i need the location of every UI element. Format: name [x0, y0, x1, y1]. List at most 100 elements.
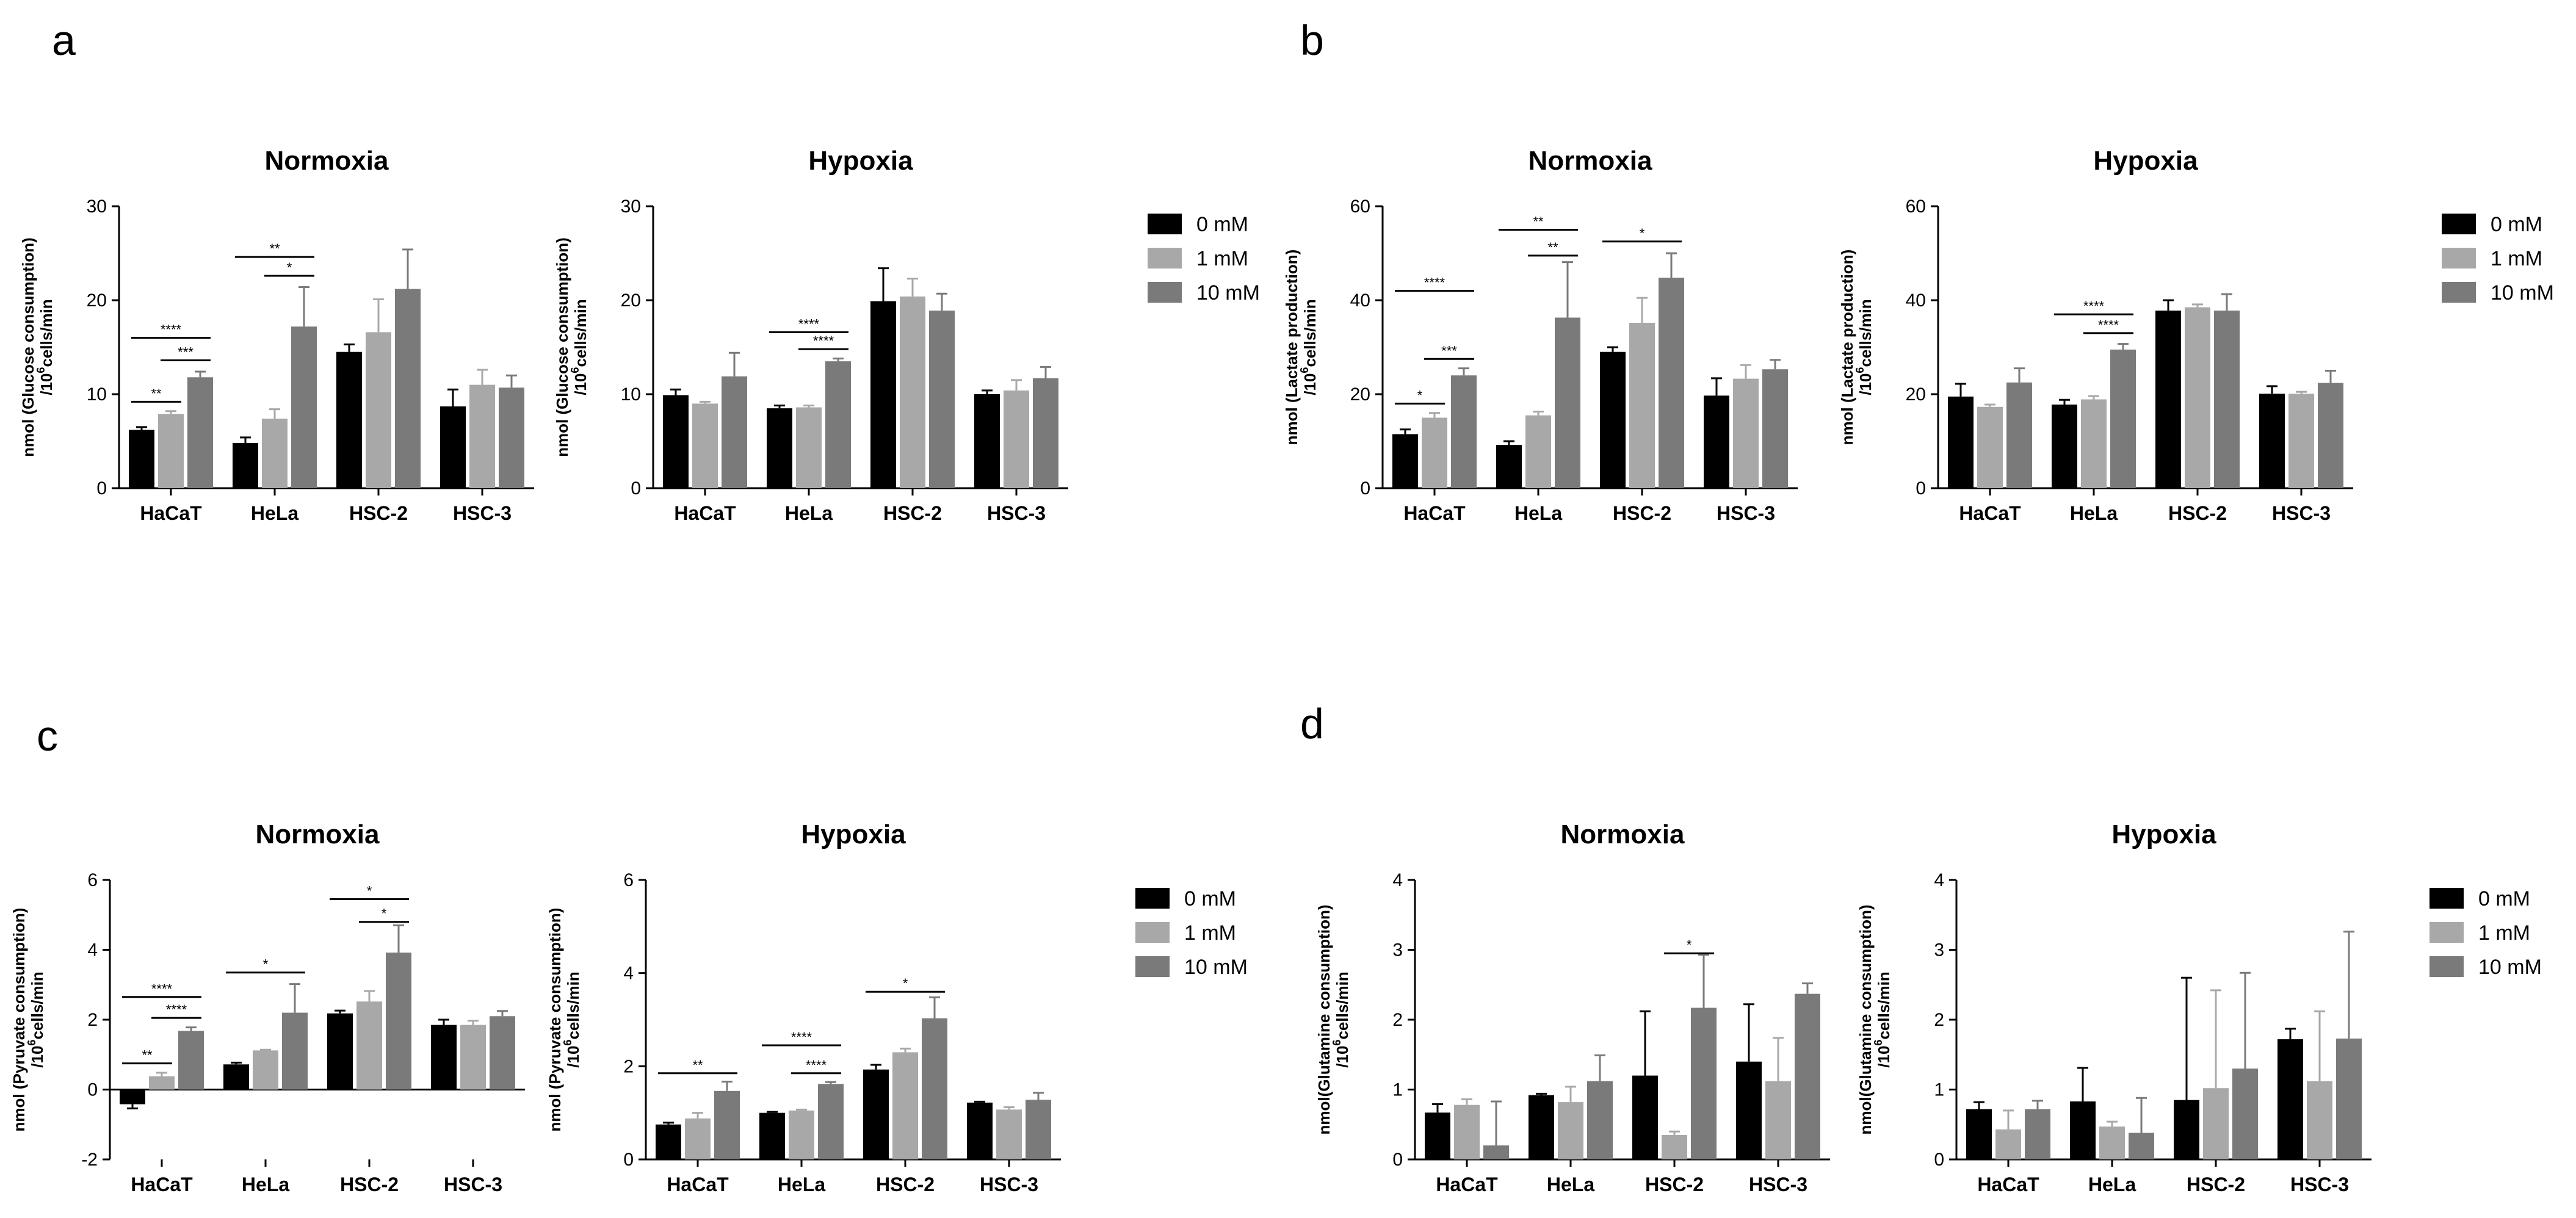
bar [1966, 1109, 1992, 1159]
x-tick-label: HSC-2 [2187, 1173, 2245, 1195]
significance-label: **** [1424, 275, 1445, 290]
x-tick-label: HSC-2 [883, 502, 942, 524]
bar [789, 1110, 814, 1159]
bar [366, 332, 391, 488]
chart-panel-c2: Hypoxia nmol (Pyruvate consumption)/106ce… [546, 820, 1061, 1195]
x-tick-label: HSC-3 [2290, 1173, 2349, 1195]
y-axis-label-line1: nmol(Glutamine consumption) [1315, 905, 1333, 1135]
legend-swatch [2429, 888, 2464, 909]
bar [1555, 317, 1580, 488]
bar [692, 403, 718, 488]
y-tick-label: 10 [621, 384, 641, 405]
legend-swatch [2442, 282, 2476, 303]
legend-swatch [2442, 214, 2476, 234]
panel-title: Hypoxia [801, 820, 906, 849]
chart-panel-d2: Hypoxia nmol(Glutamine consumption)/106ce… [1856, 820, 2372, 1195]
bar [327, 1013, 353, 1090]
y-axis-label-line2: /106cells/min [1298, 299, 1319, 395]
significance-label: * [1640, 226, 1645, 241]
bar [2307, 1081, 2332, 1159]
bar [440, 406, 466, 488]
y-tick-label: 40 [1350, 290, 1370, 311]
y-tick-label: 0 [623, 1150, 634, 1170]
y-tick-label: 60 [1350, 196, 1370, 217]
panel-title: Hypoxia [808, 146, 913, 176]
legend-swatch [1135, 922, 1170, 943]
y-axis-label-line2: /106cells/min [569, 299, 590, 395]
y-tick-label: 2 [1934, 1010, 1944, 1030]
bar [1733, 378, 1759, 488]
y-tick-label: 1 [1934, 1080, 1944, 1100]
x-tick-label: HeLa [778, 1173, 825, 1195]
significance-label: **** [161, 322, 182, 337]
bar [1765, 1081, 1791, 1159]
y-tick-label: 2 [87, 1010, 98, 1030]
bar [1704, 395, 1729, 488]
significance-label: **** [151, 981, 173, 996]
bar [2070, 1101, 2096, 1159]
significance-label: **** [2098, 317, 2119, 333]
panel-title: Hypoxia [2111, 820, 2216, 849]
bar [2232, 1068, 2258, 1159]
bar [2318, 383, 2343, 488]
x-tick-label: HSC-2 [1613, 502, 1671, 524]
significance-label: ** [692, 1058, 703, 1073]
y-axis-label-line2: /106cells/min [26, 971, 46, 1067]
bar [395, 289, 421, 488]
x-tick-label: HSC-3 [1749, 1173, 1807, 1195]
y-axis-label-line2: /106cells/min [1331, 971, 1351, 1067]
bar [656, 1124, 681, 1159]
significance-label: ** [151, 386, 162, 401]
bar [1529, 1095, 1554, 1159]
y-axis-label-line2: /106cells/min [562, 971, 582, 1067]
legend-label: 1 mM [1196, 247, 1248, 270]
x-tick-label: HaCaT [140, 502, 202, 524]
panel-letter: b [1300, 16, 1324, 64]
x-tick-label: HaCaT [667, 1173, 729, 1195]
legend-swatch [2429, 956, 2464, 977]
bar [967, 1102, 993, 1159]
y-tick-label: 0 [1934, 1150, 1944, 1170]
bar [974, 394, 1000, 488]
bar [767, 408, 792, 488]
bar [922, 1018, 947, 1159]
panel-title: Normoxia [256, 820, 380, 849]
bar [1691, 1007, 1717, 1159]
bar [149, 1076, 175, 1090]
y-tick-label: 0 [631, 478, 641, 499]
x-tick-label: HaCaT [1959, 502, 2021, 524]
significance-label: **** [2083, 298, 2105, 314]
x-tick-label: HeLa [1514, 502, 1562, 524]
y-tick-label: 60 [1906, 196, 1926, 217]
x-tick-label: HSC-2 [349, 502, 408, 524]
y-axis-label-line1: nmol (Glucose consumption) [553, 237, 571, 457]
x-tick-label: HeLa [785, 502, 833, 524]
significance-label: * [263, 957, 269, 972]
significance-label: *** [1441, 343, 1457, 358]
bar [1600, 351, 1626, 488]
x-tick-label: HSC-2 [876, 1173, 935, 1195]
x-tick-label: HSC-3 [444, 1173, 502, 1195]
bar [1662, 1134, 1687, 1159]
bar [2214, 310, 2240, 488]
y-axis-label-line1: nmol (Lactate production) [1283, 250, 1301, 445]
legend-swatch [1135, 888, 1170, 909]
chart-panel-c: c Normoxia nmol (Pyruvate consumption)/106… [10, 712, 525, 1195]
panel-title: Normoxia [1529, 146, 1652, 176]
chart-panel-b: b Normoxia nmol (Lactate production)/106ce… [1283, 16, 1798, 524]
legend-label: 10 mM [1184, 956, 1248, 979]
bar [262, 419, 288, 488]
legend-label: 10 mM [2478, 956, 2542, 979]
bar [2081, 399, 2107, 488]
bar [1736, 1061, 1762, 1159]
bar [2099, 1126, 2125, 1159]
bar [759, 1112, 785, 1159]
x-tick-label: HeLa [1547, 1173, 1594, 1195]
y-axis-label: nmol (Pyruvate consumption)/106cells/min [10, 908, 46, 1132]
bar [1632, 1075, 1658, 1159]
bar [825, 361, 851, 488]
chart-panel-d: d Normoxia nmol(Glutamine consumption)/106… [1300, 700, 1830, 1195]
legend-swatch [1135, 956, 1170, 977]
y-tick-label: 2 [623, 1056, 634, 1076]
significance-label: *** [178, 345, 194, 360]
